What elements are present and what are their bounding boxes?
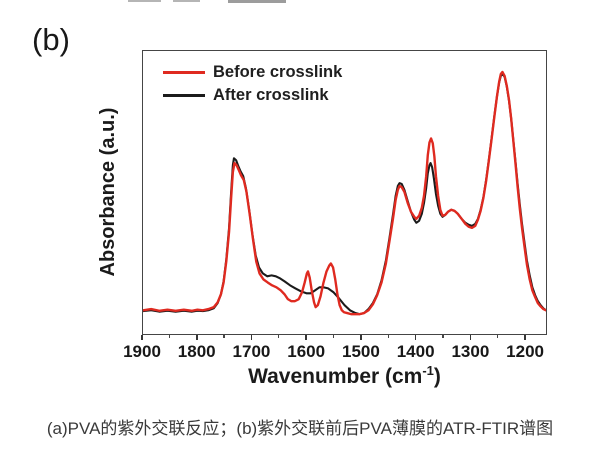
legend-item-before-crosslink: Before crosslink [163,61,342,84]
red-line-swatch-icon [163,71,205,74]
x-axis-label-close: ) [433,365,441,388]
x-tick-label: 1700 [232,342,271,361]
x-minor-tick [223,335,225,338]
top-crop-artifact [128,0,161,2]
x-minor-tick [278,335,280,338]
y-axis-label: Absorbance (a.u.) [97,107,119,277]
x-minor-tick [497,335,499,338]
legend-label: After crosslink [213,86,329,104]
x-axis-label-text: Wavenumber (cm [248,365,423,388]
plot-area: Before crosslink After crosslink [142,50,547,335]
x-tick-label: 1300 [451,342,490,361]
legend-item-after-crosslink: After crosslink [163,84,342,107]
x-major-tick [524,335,526,340]
x-minor-tick [168,335,170,338]
x-minor-tick [442,335,444,338]
x-major-tick [250,335,253,340]
figure-caption: (a)PVA的紫外交联反应；(b)紫外交联前后PVA薄膜的ATR-FTIR谱图 [46,419,554,438]
spectra-svg [143,70,546,316]
x-major-tick [360,335,362,340]
x-tick-label: 1200 [506,342,545,361]
x-minor-tick [387,335,389,338]
panel-label-b: (b) [32,22,70,57]
x-tick-label: 1900 [123,342,161,361]
top-crop-artifact [228,0,286,3]
x-tick-label: 1500 [341,342,380,361]
x-tick-label: 1400 [396,342,435,361]
x-axis-label-superscript: -1 [422,363,434,378]
x-major-tick [414,335,417,340]
x-major-tick [469,335,472,340]
x-major-tick [141,335,143,340]
black-line-swatch-icon [163,94,205,97]
x-tick-label: 1600 [287,342,326,361]
x-tick-label: 1800 [177,342,216,361]
x-major-tick [195,335,198,340]
x-axis-ticks: 1900 1800 1700 1600 1500 1400 1300 1200 [123,335,547,367]
x-axis-label: Wavenumber (cm-1) [142,363,547,389]
legend-label: Before crosslink [213,63,343,81]
legend: Before crosslink After crosslink [163,61,342,107]
x-major-tick [305,335,307,340]
x-minor-tick [332,335,335,338]
top-crop-artifact [173,0,200,2]
